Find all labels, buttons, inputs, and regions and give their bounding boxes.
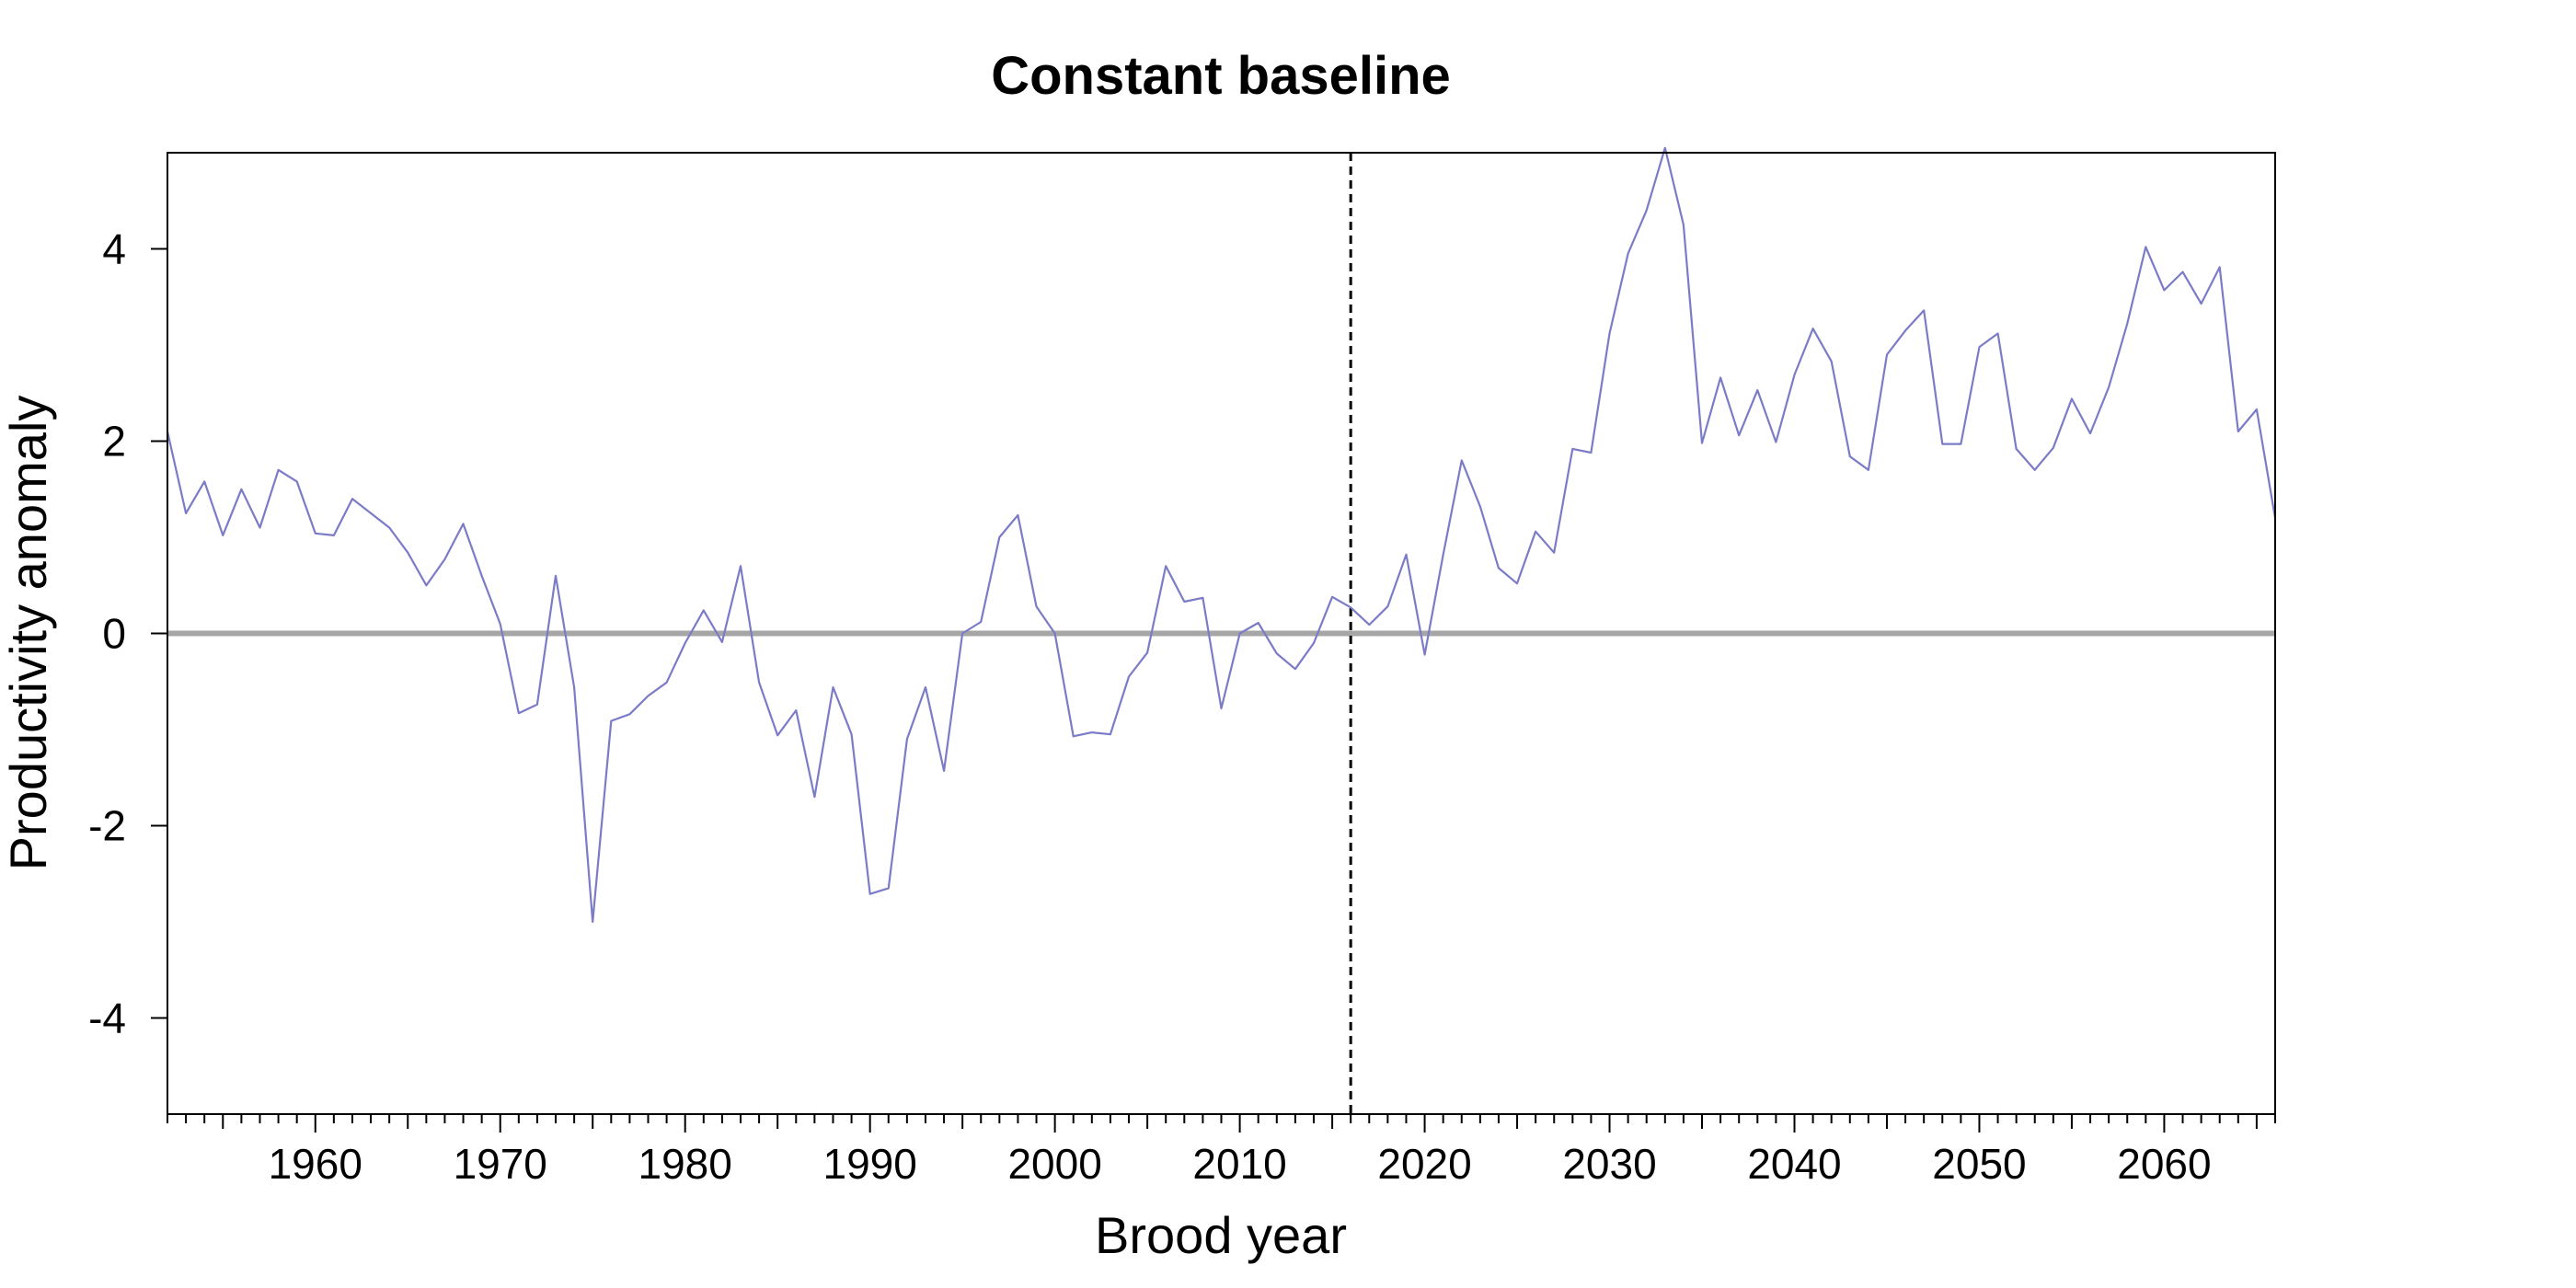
x-tick-label-2030: 2030 [1562,1140,1656,1188]
x-tick-label-1980: 1980 [638,1140,732,1188]
x-tick-label-2000: 2000 [1007,1140,1101,1188]
x-tick-label-2010: 2010 [1192,1140,1286,1188]
reference-lines [167,153,2275,1114]
y-tick-label-4: 4 [102,225,126,273]
x-tick-label-2060: 2060 [2117,1140,2211,1188]
y-axis: -4 -2 0 2 4 [88,225,167,1042]
x-tick-label-1990: 1990 [822,1140,916,1188]
x-tick-label-2050: 2050 [1932,1140,2026,1188]
y-tick-label--2: -2 [88,802,126,850]
x-axis: 1960 1970 1980 1990 2000 2010 2020 2030 2040 2050… [167,1114,2276,1188]
x-tick-label-1960: 1960 [269,1140,362,1188]
x-tick-label-2040: 2040 [1747,1140,1841,1188]
x-tick-label-2020: 2020 [1377,1140,1471,1188]
y-axis-label: Productivity anomaly [0,396,57,871]
series-layer [166,146,2277,924]
x-axis-label: Brood year [1095,1206,1347,1264]
y-tick-label-0: 0 [102,610,126,658]
y-tick-label--4: -4 [88,995,126,1042]
x-tick-label-1970: 1970 [454,1140,547,1188]
y-tick-label-2: 2 [102,418,126,466]
chart-title: Constant baseline [991,46,1451,106]
series-line-1 [166,146,2277,924]
